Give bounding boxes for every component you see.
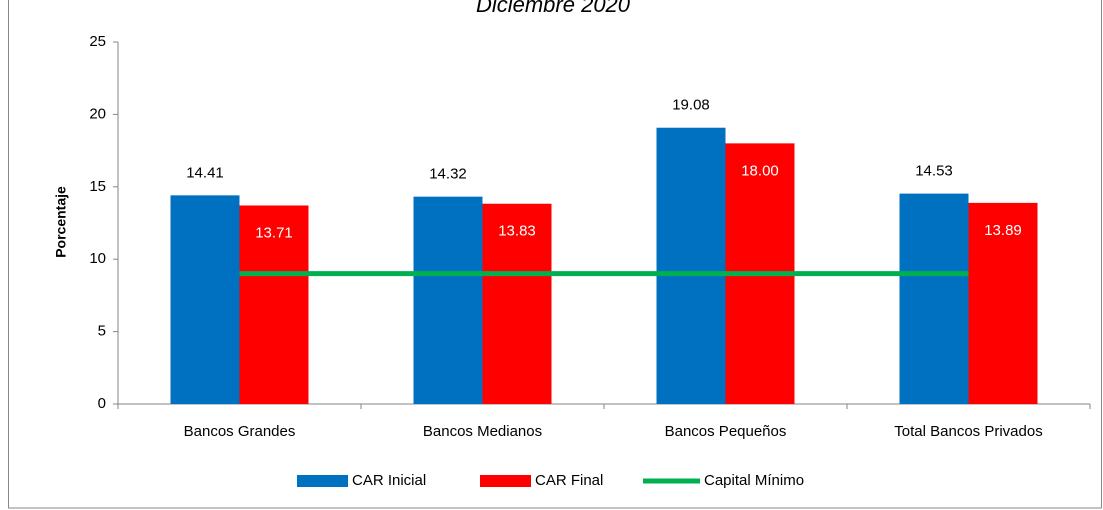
value-label: 14.41: [186, 164, 224, 181]
value-label: 19.08: [672, 97, 710, 114]
bar: [170, 195, 240, 404]
x-tick-label: Total Bancos Privados: [894, 423, 1042, 440]
bar: [968, 202, 1038, 404]
y-axis-label: Porcentaje: [53, 186, 69, 258]
bar: [413, 196, 483, 404]
y-tick-label: 10: [89, 250, 106, 267]
legend-label: CAR Final: [535, 472, 603, 489]
x-tick-label: Bancos Pequeños: [665, 423, 787, 440]
value-label: 18.00: [741, 162, 779, 179]
legend-label: CAR Inicial: [352, 472, 426, 489]
value-label: 14.53: [915, 163, 953, 180]
bar: [899, 193, 969, 404]
bar: [482, 203, 552, 404]
y-tick-label: 0: [98, 395, 106, 412]
value-label: 13.71: [255, 224, 293, 241]
y-tick-label: 15: [89, 178, 106, 195]
y-tick-label: 20: [89, 105, 106, 122]
value-label: 13.89: [984, 222, 1022, 239]
x-tick-label: Bancos Grandes: [184, 423, 296, 440]
bar: [239, 205, 309, 404]
value-label: 13.83: [498, 223, 536, 240]
bar: [656, 127, 726, 404]
x-tick-label: Bancos Medianos: [423, 423, 542, 440]
y-tick-label: 5: [98, 323, 106, 340]
y-tick-label: 25: [89, 33, 106, 50]
chart-title: Diciembre 2020: [476, 0, 631, 17]
legend-label: Capital Mínimo: [704, 472, 804, 489]
value-label: 14.32: [429, 166, 467, 183]
legend-swatch: [297, 475, 348, 487]
legend-swatch: [480, 475, 531, 487]
